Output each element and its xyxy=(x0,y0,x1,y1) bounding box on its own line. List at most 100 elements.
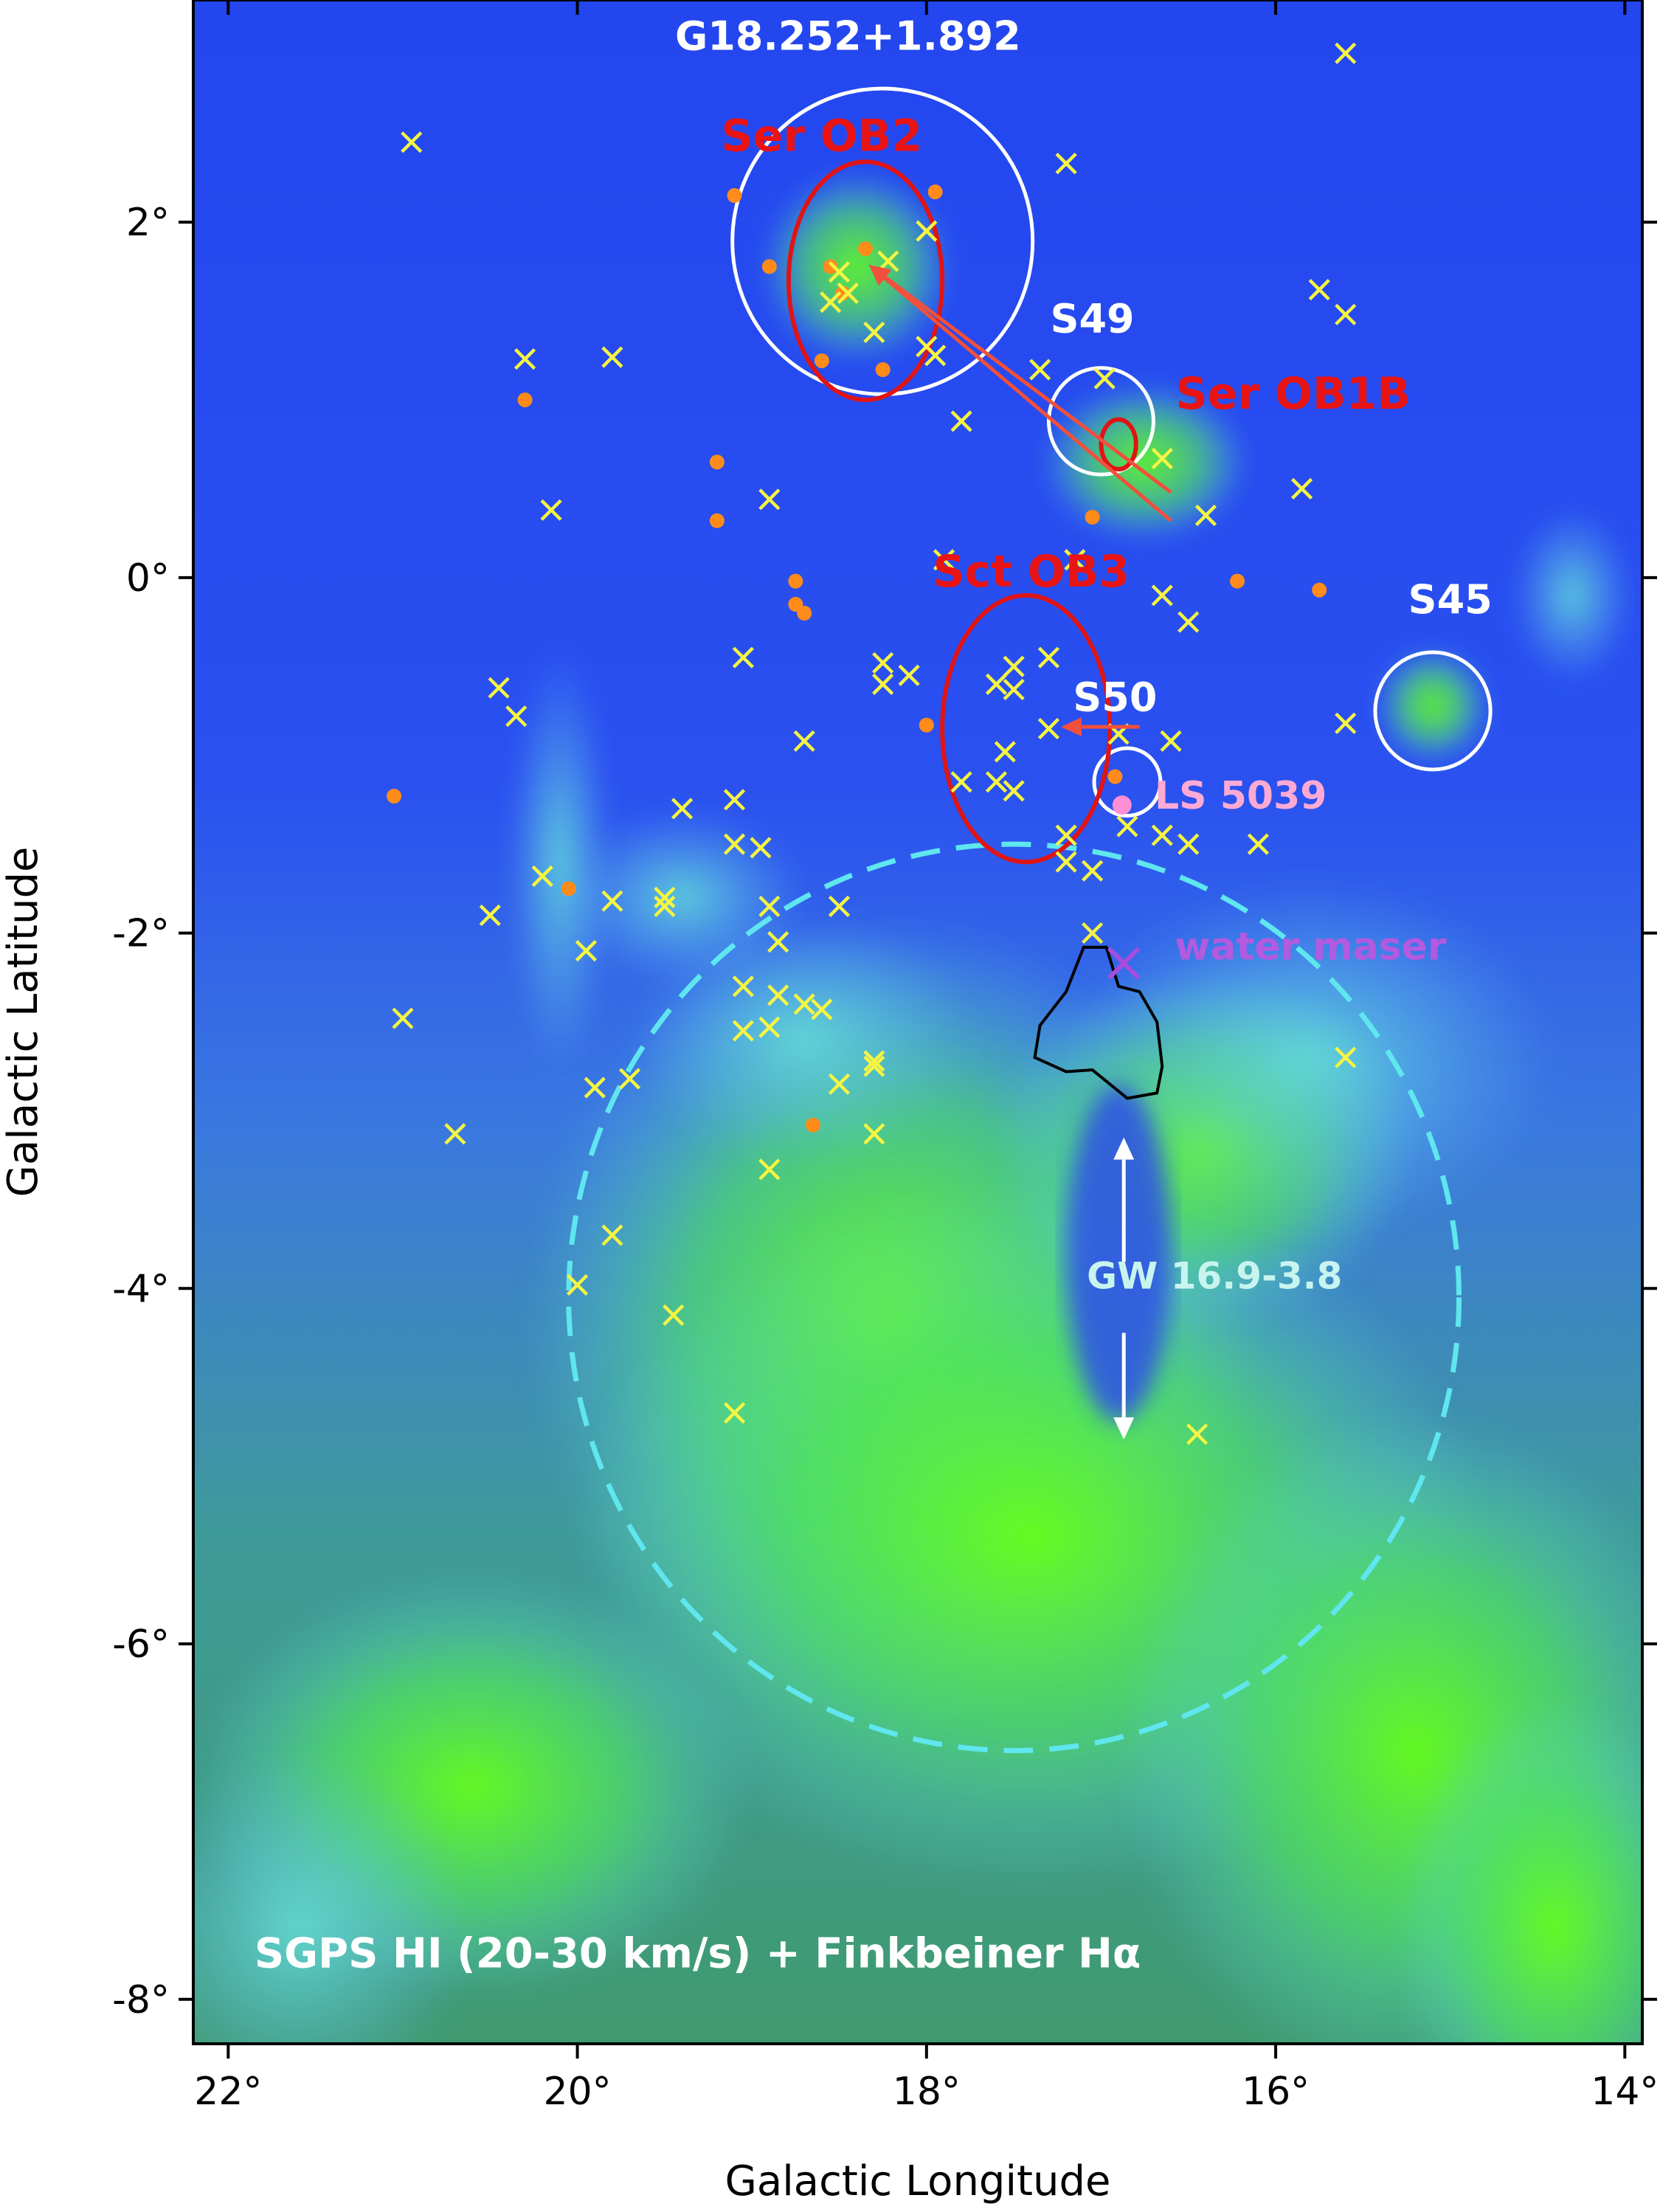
yellow-x-point xyxy=(1003,678,1025,701)
orange-point xyxy=(1230,573,1245,589)
orange-point xyxy=(727,187,742,203)
yellow-x-point xyxy=(758,488,781,511)
orange-point xyxy=(1312,582,1327,598)
cavity xyxy=(1066,1084,1172,1422)
yellow-x-point xyxy=(758,895,781,918)
orange-point xyxy=(858,241,874,257)
yellow-x-point xyxy=(1055,824,1077,846)
yellow-x-point xyxy=(1151,447,1173,470)
yellow-x-point xyxy=(1093,367,1116,390)
yellow-x-point xyxy=(872,673,894,695)
yellow-x-point xyxy=(1151,584,1173,606)
yellow-x-point xyxy=(1029,359,1051,381)
yellow-x-point xyxy=(479,904,501,927)
region-label-3: S50 xyxy=(1073,674,1157,720)
yellow-x-point xyxy=(924,345,947,367)
yellow-x-point xyxy=(1177,833,1200,855)
yellow-x-point xyxy=(1064,549,1086,571)
yellow-x-point xyxy=(401,131,423,153)
y-tick-label: -4° xyxy=(112,1267,170,1311)
yellow-x-point xyxy=(601,890,623,912)
yellow-x-point xyxy=(916,220,938,242)
yellow-x-point xyxy=(575,940,598,962)
orange-point xyxy=(387,789,402,804)
yellow-x-point xyxy=(1290,477,1313,500)
emission-region xyxy=(761,168,953,364)
motion-arrow-1 xyxy=(883,277,1172,522)
emission-region xyxy=(1040,381,1250,542)
region-label-1: S49 xyxy=(1051,295,1135,342)
yellow-x-point xyxy=(750,837,772,859)
ob-association-ellipse-1 xyxy=(1099,417,1138,471)
orange-point xyxy=(709,513,724,528)
yellow-x-point xyxy=(767,931,789,953)
yellow-x-point xyxy=(985,673,1008,695)
yellow-x-point xyxy=(1247,833,1270,855)
yellow-x-point xyxy=(1082,860,1104,882)
yellow-x-point xyxy=(392,1007,414,1029)
orange-point xyxy=(823,259,838,274)
yellow-x-point xyxy=(1151,824,1173,846)
yellow-x-point xyxy=(837,282,859,305)
orange-point xyxy=(875,362,890,378)
orange-point xyxy=(797,606,812,621)
orange-point xyxy=(561,881,576,896)
yellow-x-point xyxy=(1055,153,1077,175)
region-circle-0 xyxy=(730,86,1035,396)
jet-arrowhead-0 xyxy=(1113,1137,1135,1160)
yellow-x-point xyxy=(994,741,1016,763)
y-tick-label: 0° xyxy=(126,556,170,601)
yellow-x-point xyxy=(488,677,510,699)
yellow-x-point xyxy=(732,1020,754,1042)
emission-region xyxy=(193,1750,473,2044)
x-tick-label: 16° xyxy=(1242,2070,1310,2114)
region-circle-1 xyxy=(1046,366,1155,477)
yellow-x-point xyxy=(723,1402,746,1424)
yellow-x-point xyxy=(505,705,528,727)
emission-region xyxy=(629,915,979,1164)
yellow-x-point xyxy=(758,1016,781,1038)
orange-point xyxy=(806,1117,821,1133)
yellow-x-point xyxy=(1335,303,1357,325)
yellow-x-point xyxy=(1160,730,1182,753)
yellow-x-point xyxy=(1308,279,1330,301)
yellow-x-point xyxy=(1116,815,1138,837)
yellow-x-point xyxy=(863,1055,885,1077)
orange-point xyxy=(919,717,934,733)
yellow-x-point xyxy=(863,1050,885,1072)
yellow-x-point xyxy=(950,771,972,793)
x-axis-title: Galactic Longitude xyxy=(724,2157,1110,2205)
yellow-x-point xyxy=(820,291,842,314)
yellow-x-point xyxy=(758,1158,781,1181)
yellow-x-point xyxy=(584,1076,606,1099)
yellow-x-point xyxy=(732,646,754,668)
yellow-x-point xyxy=(513,348,536,370)
yellow-x-point xyxy=(1194,504,1217,527)
yellow-x-point xyxy=(566,1273,589,1296)
yellow-x-point xyxy=(1177,611,1200,633)
yellow-x-point xyxy=(1186,1423,1208,1445)
yellow-x-point xyxy=(1055,851,1077,873)
region-circle-2 xyxy=(1373,650,1493,772)
orange-point xyxy=(927,184,943,200)
yellow-x-point xyxy=(811,998,833,1020)
x-tick-label: 14° xyxy=(1591,2070,1659,2114)
yellow-x-point xyxy=(1037,646,1060,668)
orange-point xyxy=(517,392,533,407)
y-tick-label: -2° xyxy=(112,912,170,956)
yellow-x-point xyxy=(1003,780,1025,802)
yellow-x-point xyxy=(444,1123,466,1145)
yellow-x-point xyxy=(671,798,694,820)
yellow-x-point xyxy=(872,651,894,674)
y-tick-label: -8° xyxy=(112,1978,170,2022)
yellow-x-point xyxy=(933,549,955,571)
orange-point xyxy=(788,573,803,589)
yellow-x-point xyxy=(663,1304,685,1327)
x-tick-label: 22° xyxy=(194,2070,262,2114)
orange-point xyxy=(814,353,829,368)
y-tick-label: 2° xyxy=(126,201,170,245)
region-label-0: G18.252+1.892 xyxy=(675,13,1021,59)
yellow-x-point xyxy=(618,1068,641,1090)
yellow-x-point xyxy=(828,260,851,283)
